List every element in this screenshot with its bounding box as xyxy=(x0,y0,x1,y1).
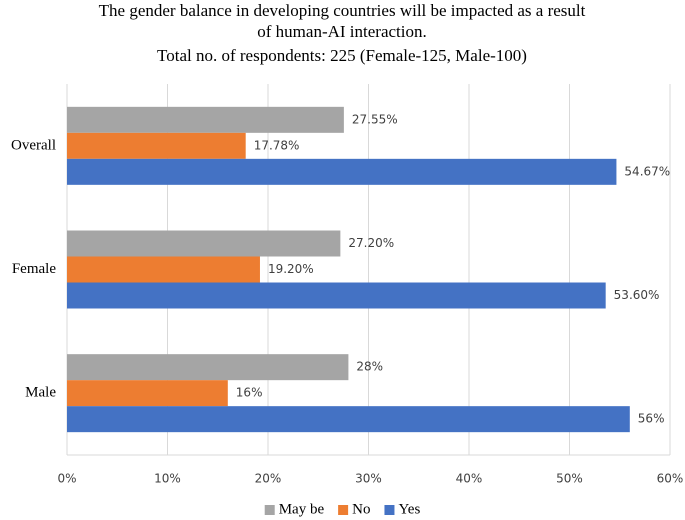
bar xyxy=(67,406,630,433)
legend-label: May be xyxy=(279,501,325,517)
x-tick-label: 50% xyxy=(556,472,583,486)
x-tick-label: 30% xyxy=(355,472,382,486)
value-label: 16% xyxy=(236,386,263,400)
y-tick-label: Female xyxy=(12,261,56,277)
chart-title-line: The gender balance in developing countri… xyxy=(99,1,586,20)
legend-swatch xyxy=(384,505,395,515)
value-label: 54.67% xyxy=(624,164,670,178)
bar xyxy=(67,230,341,257)
value-label: 17.78% xyxy=(254,138,300,152)
x-tick-label: 40% xyxy=(456,472,483,486)
bar xyxy=(67,132,246,159)
value-label: 27.55% xyxy=(352,112,398,126)
value-label: 27.20% xyxy=(348,236,394,250)
legend-swatch xyxy=(338,505,349,515)
x-tick-label: 10% xyxy=(154,472,181,486)
chart-subtitle: Total no. of respondents: 225 (Female-12… xyxy=(157,46,527,65)
y-tick-label: Male xyxy=(25,385,56,401)
legend-label: Yes xyxy=(398,501,420,517)
value-label: 28% xyxy=(356,360,383,374)
bar xyxy=(67,256,260,283)
bar xyxy=(67,106,344,133)
bar xyxy=(67,380,228,407)
x-tick-label: 0% xyxy=(57,472,76,486)
value-label: 53.60% xyxy=(614,288,660,302)
y-tick-label: Overall xyxy=(11,137,56,153)
bar xyxy=(67,282,606,309)
value-label: 19.20% xyxy=(268,262,314,276)
chart-title-line: of human-AI interaction. xyxy=(257,22,426,41)
bar xyxy=(67,158,617,185)
value-label: 56% xyxy=(638,412,665,426)
legend-label: No xyxy=(352,501,370,517)
x-tick-label: 60% xyxy=(657,472,684,486)
x-tick-label: 20% xyxy=(255,472,282,486)
bar xyxy=(67,354,349,381)
legend-swatch xyxy=(264,505,275,515)
